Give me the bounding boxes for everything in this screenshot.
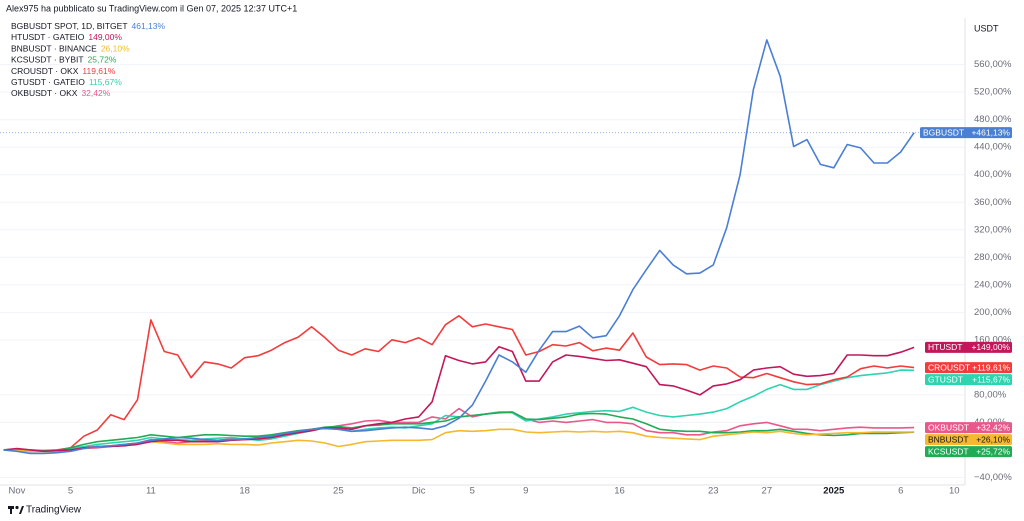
series-line xyxy=(3,345,915,453)
series-line xyxy=(3,411,915,452)
y-tick-label: 160,00% xyxy=(974,334,1012,345)
legend-name: HTUSDT · GATEIO xyxy=(11,32,85,42)
badge-bg xyxy=(925,341,1012,353)
badge-ticker: HTUSDT xyxy=(928,342,962,352)
currency: USDT xyxy=(974,23,999,33)
legend-value: 25,72% xyxy=(88,55,117,65)
x-tick-label: 27 xyxy=(762,486,773,497)
badge-value: +25,72% xyxy=(976,446,1010,456)
badge-ticker: BNBUSDT xyxy=(928,434,969,444)
legend-value: 119,61% xyxy=(82,66,115,76)
header: Alex975 ha pubblicato su TradingView.com… xyxy=(6,3,297,13)
x-tick-label: 2025 xyxy=(823,486,845,497)
x-tick-label: 6 xyxy=(898,486,903,497)
x-tick-label: 18 xyxy=(239,486,250,497)
y-tick-label: 480,00% xyxy=(974,114,1012,125)
y-tick-label: 520,00% xyxy=(974,87,1012,98)
price-badge: GTUSDT +115,67% xyxy=(925,374,1012,386)
legend-entry: BNBUSDT · BINANCE 26,10% xyxy=(11,44,130,54)
legend-value: 461,13% xyxy=(132,21,166,31)
badge-bg xyxy=(925,374,1012,386)
y-tick-label: 80,00% xyxy=(974,389,1007,400)
y-tick-label: 320,00% xyxy=(974,224,1012,235)
y-tick-label: 280,00% xyxy=(974,252,1012,263)
legend-entry: BGBUSDT SPOT, 1D, BITGET 461,13% xyxy=(11,21,166,31)
badge-value: +26,10% xyxy=(976,434,1010,444)
legend-name: KCSUSDT · BYBIT xyxy=(11,55,84,65)
y-tick-label: 360,00% xyxy=(974,197,1012,208)
logo xyxy=(8,505,24,514)
badge-bg xyxy=(925,362,1012,374)
y-tick-label: 240,00% xyxy=(974,279,1012,290)
legend-name: BGBUSDT SPOT, 1D, BITGET xyxy=(11,21,128,31)
series-line xyxy=(3,315,915,453)
legend-value: 32,42% xyxy=(81,88,110,98)
badge-ticker: CROUSDT xyxy=(928,362,970,372)
x-tick-label: 11 xyxy=(146,486,156,497)
badge-value: +32,42% xyxy=(976,422,1010,432)
badge-bg xyxy=(920,127,1012,139)
x-tick-label: Nov xyxy=(9,486,26,497)
legend-value: 115,67% xyxy=(89,77,122,87)
y-tick-label: 560,00% xyxy=(974,59,1012,70)
badge-ticker: GTUSDT xyxy=(928,374,963,384)
x-tick-label: 5 xyxy=(470,486,475,497)
x-tick-label: 25 xyxy=(333,486,344,497)
y-tick-label: 200,00% xyxy=(974,307,1012,318)
x-tick-label: 23 xyxy=(708,486,719,497)
badge-bg xyxy=(925,434,1012,446)
x-tick-label: 5 xyxy=(68,486,73,497)
price-badge: KCSUSDT +25,72% xyxy=(925,446,1012,458)
legend-entry: GTUSDT · GATEIO 115,67% xyxy=(11,77,122,87)
footer: TradingView xyxy=(26,505,82,516)
legend-value: 149,00% xyxy=(88,32,122,42)
badge-ticker: OKBUSDT xyxy=(928,422,969,432)
y-tick-label: 440,00% xyxy=(974,142,1012,153)
legend-entry: HTUSDT · GATEIO 149,00% xyxy=(11,32,122,42)
badge-value: +115,67% xyxy=(972,374,1010,384)
x-tick-label: 10 xyxy=(949,486,960,497)
badge-bg xyxy=(925,422,1012,434)
price-badge: BNBUSDT +26,10% xyxy=(925,434,1012,446)
price-badge: BGBUSDT +461,13% xyxy=(920,127,1012,139)
legend-name: CROUSDT · OKX xyxy=(11,66,79,76)
badge-bg xyxy=(925,446,1012,458)
badge-value: +461,13% xyxy=(971,127,1010,137)
y-tick-label: −40,00% xyxy=(974,472,1012,483)
legend-name: OKBUSDT · OKX xyxy=(11,88,78,98)
price-badge: OKBUSDT +32,42% xyxy=(925,422,1012,434)
legend-value: 26,10% xyxy=(101,44,130,54)
series-line xyxy=(3,39,915,455)
badge-value: +119,61% xyxy=(972,362,1010,372)
x-tick-label: 16 xyxy=(614,486,625,497)
x-tick-label: 9 xyxy=(523,486,528,497)
legend-name: BNBUSDT · BINANCE xyxy=(11,44,97,54)
y-tick-label: 400,00% xyxy=(974,169,1012,180)
grid xyxy=(0,64,965,478)
legend-entry: OKBUSDT · OKX 32,42% xyxy=(11,88,111,98)
badge-ticker: BGBUSDT xyxy=(923,127,964,137)
badge-value: +149,00% xyxy=(971,342,1010,352)
legend-entry: CROUSDT · OKX 119,61% xyxy=(11,66,116,76)
price-badge: CROUSDT +119,61% xyxy=(925,362,1012,374)
price-badge: HTUSDT +149,00% xyxy=(925,341,1012,353)
x-tick-label: Dic xyxy=(412,486,426,497)
legend-entry: KCSUSDT · BYBIT 25,72% xyxy=(11,55,117,65)
series-line xyxy=(3,428,915,453)
badge-ticker: KCSUSDT xyxy=(928,446,969,456)
legend-name: GTUSDT · GATEIO xyxy=(11,77,85,87)
